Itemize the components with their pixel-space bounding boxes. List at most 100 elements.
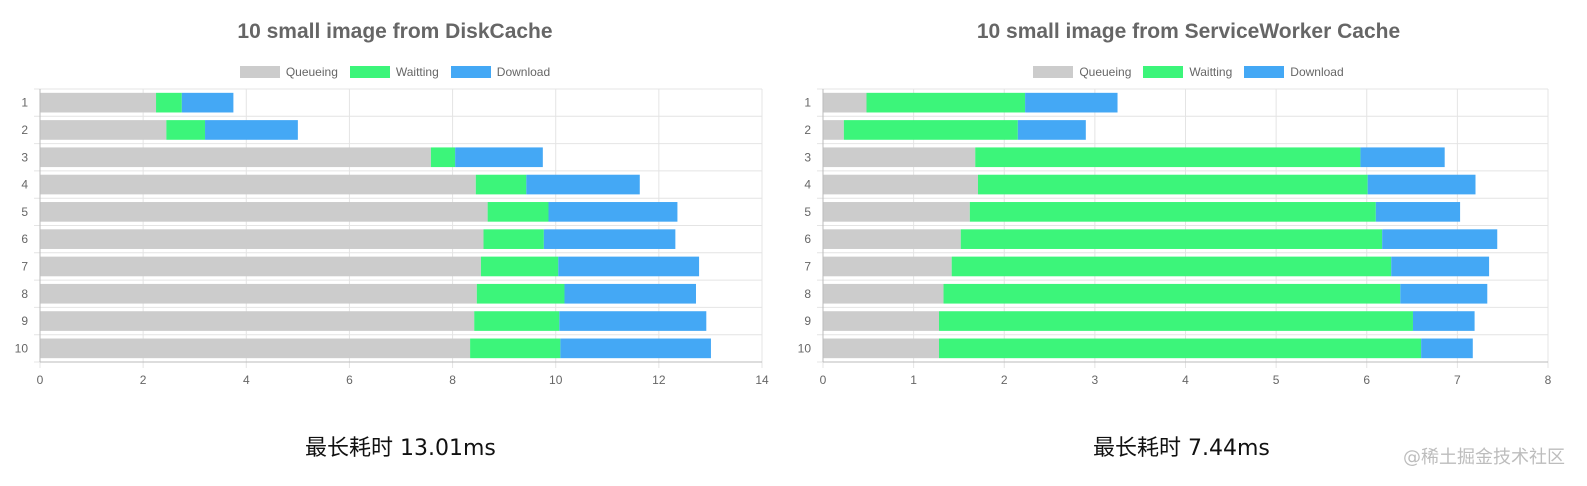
legend-item-download[interactable]: Download — [450, 65, 551, 79]
y-tick-label: 10 — [798, 341, 812, 355]
bar-segment-waitting — [166, 120, 206, 140]
bar-segment-queueing — [823, 202, 970, 222]
y-tick-label: 5 — [804, 205, 811, 219]
y-tick-label: 4 — [804, 178, 811, 192]
bar-segment-download — [181, 92, 234, 113]
bar-segment-queueing — [40, 338, 471, 359]
watermark: @稀土掘金技术社区 — [1403, 447, 1565, 468]
chart-legend: Queueing Waitting Download — [790, 65, 1587, 79]
bar-segment-queueing — [823, 311, 939, 331]
x-tick-label: 7 — [1454, 373, 1461, 387]
bar-segment-download — [548, 202, 678, 222]
legend-label: Waitting — [1189, 65, 1233, 79]
legend-swatch-download — [1244, 66, 1285, 78]
bar-segment-download — [1400, 283, 1488, 304]
y-tick-label: 7 — [804, 259, 811, 273]
legend-label: Queueing — [285, 65, 338, 79]
bar-segment-waitting — [939, 338, 1422, 359]
bar-segment-download — [1360, 147, 1445, 168]
bar-segment-queueing — [40, 120, 167, 140]
legend-label: Download — [1290, 65, 1344, 79]
bar-segment-queueing — [40, 92, 157, 113]
bar-segment-queueing — [823, 92, 867, 113]
legend-label: Download — [496, 65, 551, 79]
bar-segment-queueing — [823, 338, 939, 359]
bar-segment-download — [1025, 92, 1118, 113]
y-tick-label: 2 — [21, 123, 28, 137]
bar-segment-queueing — [823, 256, 952, 277]
y-tick-label: 1 — [21, 96, 28, 110]
bar-segment-waitting — [939, 311, 1413, 331]
x-tick-label: 2 — [1001, 373, 1008, 387]
x-tick-label: 8 — [1545, 373, 1552, 387]
bar-segment-download — [1412, 311, 1475, 331]
x-tick-label: 0 — [37, 373, 44, 387]
legend-item-queueing[interactable]: Queueing — [1033, 65, 1131, 79]
bar-segment-waitting — [951, 256, 1392, 277]
legend-swatch-download — [450, 66, 491, 78]
bar-segment-queueing — [40, 256, 481, 277]
chart-panel-serviceworker: 10 small image from ServiceWorker Cache … — [790, 0, 1587, 486]
y-tick-label: 5 — [21, 205, 28, 219]
x-tick-label: 0 — [820, 373, 827, 387]
legend-item-download[interactable]: Download — [1244, 65, 1344, 79]
x-tick-label: 12 — [652, 373, 666, 387]
chart-panel-diskcache: 10 small image from DiskCache Queueing W… — [0, 0, 790, 486]
chart-title: 10 small image from DiskCache — [237, 20, 553, 43]
x-tick-label: 4 — [1182, 373, 1189, 387]
bar-segment-queueing — [40, 311, 475, 331]
chart-plot-serviceworker: 0 1 2 3 4 5 6 7 8 1 2 3 4 5 6 7 8 9 10 — [798, 88, 1552, 387]
y-tick-label: 8 — [804, 287, 811, 301]
legend-item-waitting[interactable]: Waitting — [349, 65, 439, 79]
chart-caption: 最长耗时 13.01ms — [305, 436, 496, 461]
x-tick-label: 6 — [1363, 373, 1370, 387]
bar-segment-download — [1382, 229, 1498, 249]
x-tick-label: 10 — [549, 373, 563, 387]
chart-title: 10 small image from ServiceWorker Cache — [976, 20, 1401, 43]
y-tick-label: 8 — [21, 287, 28, 301]
bar-segment-download — [1367, 174, 1476, 195]
bar-segment-queueing — [823, 147, 976, 168]
legend-label: Queueing — [1079, 65, 1132, 79]
y-tick-label: 3 — [804, 150, 811, 164]
bar-segment-queueing — [40, 283, 477, 304]
bar-segment-waitting — [483, 229, 544, 249]
bar-segment-waitting — [156, 92, 182, 113]
bar-segment-download — [1391, 256, 1490, 277]
legend-swatch-waitting — [349, 66, 390, 78]
bar-segment-waitting — [960, 229, 1383, 249]
bar-segment-download — [1421, 338, 1473, 359]
legend-swatch-queueing — [1033, 66, 1074, 78]
bar-segment-download — [205, 120, 298, 140]
legend-item-waitting[interactable]: Waitting — [1143, 65, 1232, 79]
bar-segment-download — [1017, 120, 1086, 140]
bar-segment-waitting — [487, 202, 549, 222]
bar-segment-waitting — [843, 120, 1018, 140]
bar-segment-queueing — [40, 174, 476, 195]
bar-segment-waitting — [866, 92, 1026, 113]
bar-segment-waitting — [430, 147, 456, 168]
x-tick-label: 14 — [755, 373, 769, 387]
bar-segment-waitting — [969, 202, 1376, 222]
bar-segment-queueing — [823, 283, 944, 304]
bar-segment-queueing — [40, 229, 484, 249]
chart-caption: 最长耗时 7.44ms — [1093, 436, 1270, 461]
bar-segment-download — [1375, 202, 1461, 222]
bar-segment-queueing — [823, 174, 978, 195]
y-tick-label: 9 — [804, 314, 811, 328]
x-tick-label: 3 — [1092, 373, 1099, 387]
legend-item-queueing[interactable]: Queueing — [239, 65, 338, 79]
x-tick-label: 5 — [1273, 373, 1280, 387]
y-tick-label: 2 — [804, 123, 811, 137]
y-tick-label: 3 — [21, 150, 28, 164]
x-tick-label: 6 — [346, 373, 353, 387]
y-tick-label: 7 — [21, 259, 28, 273]
bar-segment-waitting — [975, 147, 1361, 168]
bar-segment-queueing — [40, 202, 488, 222]
y-tick-label: 6 — [21, 232, 28, 246]
bar-segment-queueing — [40, 147, 431, 168]
x-tick-label: 2 — [140, 373, 147, 387]
bar-segment-waitting — [943, 283, 1401, 304]
bar-segment-waitting — [476, 283, 565, 304]
